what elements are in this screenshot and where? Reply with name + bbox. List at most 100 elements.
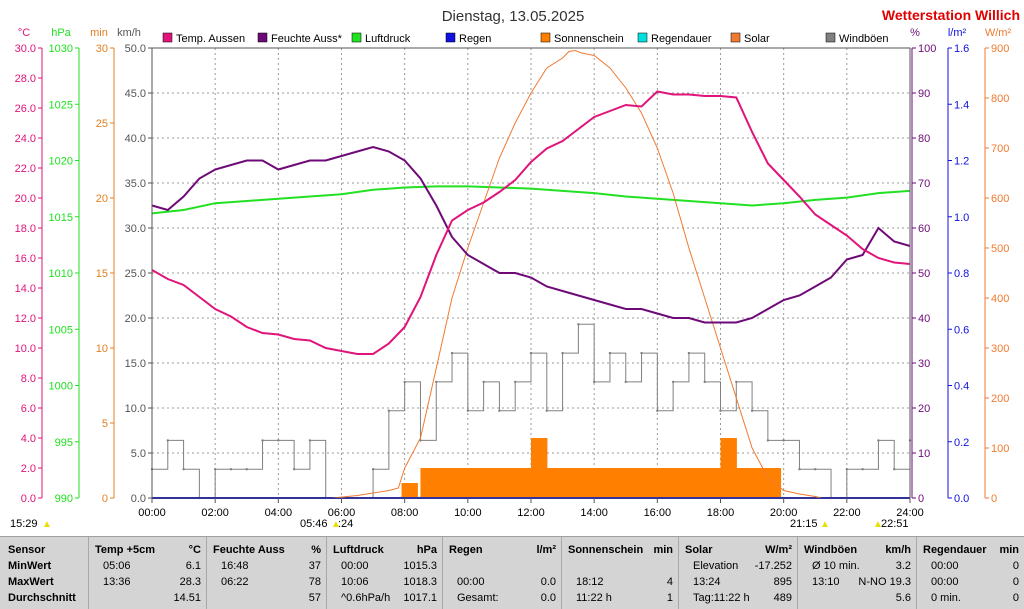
pressure-axis-tick-label: 990 bbox=[55, 493, 73, 505]
sunshine-bar bbox=[562, 468, 579, 498]
windgust-point bbox=[766, 439, 770, 442]
legend-label: Solar bbox=[744, 33, 770, 45]
legend-swatch bbox=[540, 32, 551, 43]
sunrise-tail: :24 bbox=[338, 518, 353, 530]
stats-row-label: MaxWert bbox=[8, 576, 54, 588]
windgust-series-line bbox=[152, 323, 911, 499]
stats-value: 895 bbox=[773, 576, 792, 588]
pressure-axis-tick-label: 1015 bbox=[49, 212, 73, 224]
sun-axis-tick-label: 25 bbox=[96, 118, 108, 130]
stats-header-unit: min bbox=[999, 544, 1019, 556]
solar-axis-tick-label: 0 bbox=[991, 493, 997, 505]
windgust-point bbox=[719, 409, 722, 412]
windgust-point bbox=[577, 323, 580, 326]
stats-time: 18:12 bbox=[576, 576, 604, 588]
windgust-point bbox=[308, 439, 312, 442]
humidity-series-line bbox=[151, 145, 911, 324]
rain-axis-tick-label: 0.0 bbox=[954, 493, 969, 505]
time-tick-label: 02:00 bbox=[201, 507, 229, 519]
stats-header-unit: % bbox=[311, 544, 321, 556]
stats-column: Feuchte Auss% 16:48 37 06:22 78 57 bbox=[206, 537, 327, 609]
stats-column: Regendauer min 00:00 0 00:00 0 0 min. 0 bbox=[916, 537, 1024, 609]
windgust-point bbox=[277, 439, 280, 442]
stats-row-label: Durchschnitt bbox=[8, 592, 76, 604]
stats-row-label: MinWert bbox=[8, 560, 52, 572]
windgust-point bbox=[166, 439, 169, 442]
stats-value: 1015.3 bbox=[403, 560, 437, 572]
rain-axis-tick-label: 0.6 bbox=[954, 324, 969, 336]
stats-value: 28.3 bbox=[179, 576, 201, 588]
sunset-icon: ▲ bbox=[820, 519, 830, 530]
sunshine-bar bbox=[625, 468, 643, 498]
sunshine-bar bbox=[499, 468, 516, 498]
stats-value: 1017.1 bbox=[403, 592, 437, 604]
pressure-axis-tick-label: 1030 bbox=[49, 43, 73, 55]
sunshine-bar bbox=[704, 468, 722, 498]
windgust-point bbox=[213, 468, 217, 471]
sunshine-bar bbox=[720, 438, 737, 498]
wind-axis-tick-label: 30.0 bbox=[125, 223, 146, 235]
stats-value: 4 bbox=[666, 576, 673, 588]
sunshine-bar bbox=[546, 468, 564, 498]
temp-axis-tick-label: 28.0 bbox=[15, 73, 36, 85]
stats-column: Luftdruck hPa 00:00 1015.3 10:06 1018.3 ^0.6hP… bbox=[326, 537, 443, 609]
humidity-axis-tick-label: 20 bbox=[918, 403, 930, 415]
stats-header: Solar bbox=[685, 544, 713, 556]
stats-value: 0 bbox=[1012, 560, 1019, 572]
sunshine-bar bbox=[594, 468, 611, 498]
solar-axis-tick-label: 500 bbox=[991, 243, 1009, 255]
windgust-point bbox=[782, 439, 785, 442]
pressure-axis-tick-label: 995 bbox=[55, 437, 73, 449]
stats-header-unit: °C bbox=[188, 544, 201, 556]
rain-axis-tick-label: 0.2 bbox=[954, 437, 969, 449]
temp-axis-tick-label: 24.0 bbox=[15, 133, 36, 145]
stats-header: Sensor bbox=[8, 544, 46, 556]
stats-header: Regendauer bbox=[923, 544, 987, 556]
wind-axis-tick-label: 35.0 bbox=[125, 178, 146, 190]
sunshine-bar bbox=[764, 468, 782, 498]
stats-value: 1 bbox=[666, 592, 673, 604]
stats-time: 13:36 bbox=[103, 576, 131, 588]
time-tick-label: 04:00 bbox=[265, 507, 293, 519]
sunrise-time: 05:46 bbox=[300, 518, 328, 530]
temp-axis-tick-label: 20.0 bbox=[15, 193, 36, 205]
legend-swatch bbox=[825, 32, 836, 43]
stats-value: 1018.3 bbox=[403, 576, 437, 588]
time-tick-label: 24:00 bbox=[896, 507, 924, 519]
rain-axis-tick-label: 0.4 bbox=[954, 381, 969, 393]
wind-axis-tick-label: 0.0 bbox=[131, 493, 146, 505]
humidity-axis-tick-label: 40 bbox=[918, 313, 930, 325]
wind-axis-tick-label: 10.0 bbox=[125, 403, 146, 415]
sunshine-bar bbox=[483, 468, 501, 498]
stats-value: 14.51 bbox=[173, 592, 201, 604]
temp-axis-tick-label: 6.0 bbox=[21, 403, 36, 415]
stats-time: 06:22 bbox=[221, 576, 249, 588]
windgust-point bbox=[877, 439, 880, 442]
windgust-point bbox=[387, 409, 391, 412]
stats-time: Tag:11:22 h bbox=[693, 592, 750, 604]
stats-time: 11:22 h bbox=[576, 592, 612, 604]
stats-time: Ø 10 min. bbox=[812, 560, 860, 572]
wind-axis-tick-label: 20.0 bbox=[125, 313, 146, 325]
windgust-point bbox=[624, 380, 627, 384]
legend-label: Temp. Aussen bbox=[176, 33, 245, 45]
legend-swatch bbox=[445, 32, 456, 43]
temp-axis-tick-label: 22.0 bbox=[15, 163, 36, 175]
pressure-axis-tick-label: 1000 bbox=[49, 381, 73, 393]
temperature-series-line bbox=[151, 90, 911, 355]
sunrise-icon: ▲ bbox=[331, 519, 341, 530]
legend-swatch bbox=[351, 32, 362, 43]
humidity-axis-tick-label: 90 bbox=[918, 88, 930, 100]
temp-axis-tick-label: 0.0 bbox=[21, 493, 36, 505]
windgust-point bbox=[845, 468, 849, 471]
sun-axis-tick-label: 5 bbox=[102, 418, 108, 430]
time-tick-label: 20:00 bbox=[770, 507, 798, 519]
humidity-axis-tick-label: 50 bbox=[918, 268, 930, 280]
windgust-point bbox=[592, 380, 596, 384]
humidity-axis-tick-label: 100 bbox=[918, 43, 936, 55]
legend-swatch bbox=[257, 32, 268, 43]
wind-axis-tick-label: 5.0 bbox=[131, 448, 146, 460]
windgust-point bbox=[735, 380, 738, 384]
stats-header: Sonnenschein bbox=[568, 544, 644, 556]
solar-axis-tick-label: 600 bbox=[991, 193, 1009, 205]
